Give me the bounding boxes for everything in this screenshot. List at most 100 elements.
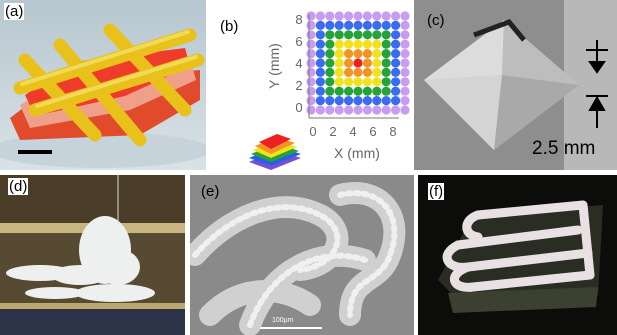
- y-tick-labels: 0 2 4 6 8: [295, 12, 302, 115]
- ring-dot: [381, 11, 391, 21]
- ring-dot: [391, 96, 401, 106]
- ring-dot: [315, 39, 325, 49]
- panel-label: (e): [201, 183, 220, 200]
- ring-dot: [381, 20, 391, 30]
- ring-dot: [315, 58, 325, 68]
- ring-dot: [325, 49, 335, 59]
- ring-dot: [306, 105, 316, 115]
- ring-dot: [344, 86, 354, 96]
- ring-dot: [400, 49, 410, 59]
- y-tick-label: 2: [295, 78, 302, 93]
- ring-dot: [381, 30, 391, 40]
- ring-dot: [391, 105, 401, 115]
- ring-dot: [372, 49, 382, 59]
- ring-dot: [372, 20, 382, 30]
- ring-dot: [344, 77, 354, 87]
- ring-dot: [325, 11, 335, 21]
- ring-dot: [325, 58, 335, 68]
- panel-label: (b): [219, 18, 240, 35]
- ring-dot: [334, 86, 344, 96]
- ring-dot: [400, 30, 410, 40]
- ring-dot: [315, 96, 325, 106]
- ring-dot: [400, 96, 410, 106]
- ring-dot: [306, 67, 316, 77]
- ring-dot: [344, 67, 354, 77]
- dimension-label: 2.5 mm: [532, 138, 596, 159]
- ring-dot: [344, 49, 354, 59]
- ring-dot: [391, 49, 401, 59]
- ring-dot: [381, 96, 391, 106]
- ring-dot: [306, 20, 316, 30]
- y-tick-label: 4: [295, 56, 302, 71]
- ring-dot: [344, 39, 354, 49]
- ring-dot: [325, 105, 335, 115]
- ring-dot: [353, 11, 363, 21]
- ring-dot: [391, 30, 401, 40]
- ring-dot: [315, 49, 325, 59]
- ring-dot: [334, 105, 344, 115]
- ring-dot: [372, 105, 382, 115]
- ring-dot: [334, 39, 344, 49]
- ring-dot: [372, 39, 382, 49]
- y-tick-label: 0: [295, 100, 302, 115]
- ring-dot: [325, 67, 335, 77]
- ring-dot: [372, 67, 382, 77]
- ring-dot: [334, 20, 344, 30]
- ring-dot: [353, 96, 363, 106]
- ring-dot: [353, 20, 363, 30]
- ring-dot: [315, 105, 325, 115]
- ring-dot: [325, 39, 335, 49]
- ring-dot: [325, 77, 335, 87]
- ring-dot: [353, 30, 363, 40]
- y-tick-label: 8: [295, 12, 302, 27]
- ring-dot: [325, 96, 335, 106]
- y-tick-label: 6: [295, 34, 302, 49]
- ring-dot: [344, 105, 354, 115]
- ring-dot: [381, 105, 391, 115]
- ring-dot: [353, 49, 363, 59]
- ring-dot: [391, 39, 401, 49]
- ring-dot: [334, 58, 344, 68]
- ring-dot: [344, 20, 354, 30]
- panel-a-photo: (a): [0, 0, 206, 170]
- panel-e-photo: (e) 100µm: [190, 175, 414, 335]
- gel-bath-photo-image: [0, 175, 185, 335]
- ring-dot: [400, 67, 410, 77]
- ring-dot: [334, 11, 344, 21]
- panel-c-photo: (c) 2.5 mm: [414, 0, 617, 170]
- ring-dot: [372, 30, 382, 40]
- scale-bar-label: 100µm: [272, 317, 294, 324]
- ring-dot: [381, 39, 391, 49]
- ring-dot: [381, 67, 391, 77]
- ring-dot: [306, 11, 316, 21]
- ring-dot: [334, 96, 344, 106]
- ring-dot: [344, 96, 354, 106]
- x-tick-label: 0: [309, 124, 316, 139]
- ring-dot: [362, 30, 372, 40]
- ring-dot: [372, 58, 382, 68]
- ring-dot: [391, 20, 401, 30]
- panel-label: (c): [427, 12, 445, 29]
- ring-dot: [372, 11, 382, 21]
- x-tick-label: 2: [329, 124, 336, 139]
- ring-dot: [325, 20, 335, 30]
- ring-dot: [400, 77, 410, 87]
- panel-label: (a): [4, 3, 25, 20]
- ring-dot: [325, 30, 335, 40]
- ring-dot: [306, 77, 316, 87]
- ring-dot: [391, 86, 401, 96]
- ring-dot: [334, 67, 344, 77]
- dimension-arrows: [586, 40, 608, 128]
- ring-dot: [334, 30, 344, 40]
- x-axis-label: X (mm): [334, 145, 380, 161]
- ring-dot: [362, 11, 372, 21]
- ring-dot: [353, 67, 363, 77]
- sem-micrograph-image: [190, 175, 414, 335]
- ring-dot: [306, 49, 316, 59]
- ring-dot: [362, 67, 372, 77]
- ring-dot: [362, 49, 372, 59]
- ring-dot: [381, 77, 391, 87]
- ring-dot: [306, 30, 316, 40]
